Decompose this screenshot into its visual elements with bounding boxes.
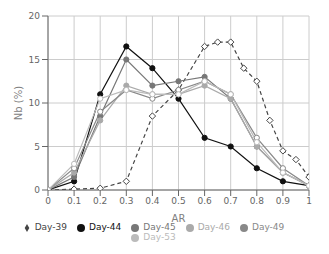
html-text:Day-46: Day-46 <box>197 222 230 232</box>
svg-text:20: 20 <box>29 11 41 21</box>
svg-text:0.9: 0.9 <box>276 196 291 206</box>
svg-text:10: 10 <box>29 98 41 108</box>
svg-text:AR: AR <box>172 213 186 224</box>
svg-text:0: 0 <box>34 185 40 195</box>
svg-text:0.7: 0.7 <box>224 196 238 206</box>
svg-text:0.2: 0.2 <box>93 196 107 206</box>
svg-text:Nb (%): Nb (%) <box>13 86 24 120</box>
svg-text:0: 0 <box>45 196 51 206</box>
html-text:Day-39: Day-39 <box>34 222 67 232</box>
svg-text:1: 1 <box>306 196 312 206</box>
svg-text:5: 5 <box>34 142 40 152</box>
html-text:Day-53: Day-53 <box>143 232 176 242</box>
svg-text:0.1: 0.1 <box>67 196 81 206</box>
svg-text:0.8: 0.8 <box>250 196 265 206</box>
svg-text:0.6: 0.6 <box>197 196 212 206</box>
html-text:Day-44: Day-44 <box>89 222 122 232</box>
svg-text:15: 15 <box>29 55 40 65</box>
html-text:Day-45: Day-45 <box>143 222 176 232</box>
html-text:Day-49: Day-49 <box>252 222 285 232</box>
svg-text:0.4: 0.4 <box>145 196 160 206</box>
svg-text:0.5: 0.5 <box>171 196 185 206</box>
svg-text:0.3: 0.3 <box>119 196 133 206</box>
